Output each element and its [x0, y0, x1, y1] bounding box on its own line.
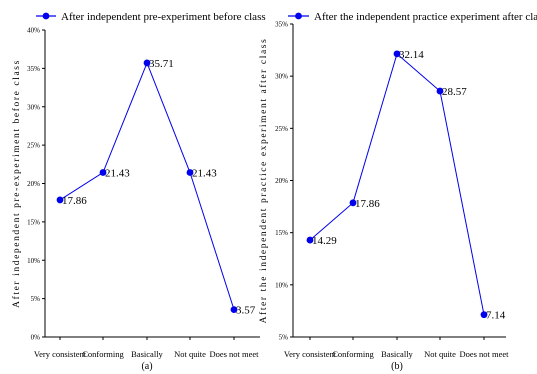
y-tick-label: 40%: [27, 27, 40, 35]
x-category-label: Basically: [131, 349, 163, 359]
x-category-label: Not quite: [424, 349, 456, 359]
data-point: [349, 199, 357, 207]
legend-label: After the independent practice experimen…: [314, 11, 537, 23]
y-tick-label: 0%: [31, 334, 41, 342]
panel-label: (b): [391, 361, 403, 372]
data-label: 14.29: [312, 235, 337, 247]
x-category-label: Conforming: [82, 349, 124, 359]
series-line: [59, 61, 235, 310]
data-point: [56, 196, 64, 204]
x-category-label: Very consistent: [34, 349, 87, 359]
data-label: 35.71: [149, 58, 174, 70]
panel-label: (a): [141, 361, 152, 372]
y-tick-label: 15%: [27, 218, 40, 226]
legend-marker: [295, 12, 302, 20]
data-label: 7.14: [486, 310, 506, 322]
y-tick-label: 35%: [27, 65, 40, 73]
data-point: [480, 311, 488, 319]
data-label: 32.14: [399, 49, 424, 61]
x-category-label: Basically: [381, 349, 413, 359]
data-label: 21.43: [192, 168, 217, 180]
data-point: [393, 50, 401, 58]
data-label: 28.57: [442, 86, 467, 98]
y-tick-label: 30%: [275, 73, 288, 81]
data-point: [186, 169, 194, 176]
y-tick-label: 20%: [275, 177, 288, 185]
y-axis-title: After independent pre-experiment before …: [11, 59, 22, 308]
data-label: 21.43: [105, 168, 130, 180]
x-category-label: Does not meet: [209, 349, 259, 359]
data-point: [306, 236, 314, 244]
data-label: 3.57: [236, 305, 256, 317]
x-category-label: Not quite: [174, 349, 206, 359]
y-tick-label: 5%: [31, 295, 41, 303]
y-tick-label: 25%: [275, 125, 288, 133]
data-label: 17.86: [62, 195, 87, 207]
y-axis-title: After the independent practice experimen…: [258, 38, 269, 324]
y-tick-label: 30%: [27, 103, 40, 111]
y-tick-label: 10%: [275, 281, 288, 289]
data-point: [99, 169, 107, 176]
y-tick-label: 10%: [27, 257, 40, 265]
x-category-label: Conforming: [332, 349, 374, 359]
legend-marker: [42, 12, 50, 20]
x-category-label: Very consistent: [284, 349, 337, 359]
x-category-label: Does not meet: [459, 349, 509, 359]
data-label: 17.86: [355, 198, 380, 210]
data-point: [143, 59, 151, 67]
y-tick-label: 25%: [27, 142, 40, 150]
y-tick-label: 20%: [27, 180, 40, 188]
legend-label: After independent pre-experiment before …: [61, 11, 266, 23]
y-tick-label: 5%: [279, 334, 289, 342]
data-point: [230, 306, 238, 314]
y-tick-label: 35%: [275, 21, 288, 29]
y-tick-label: 15%: [275, 229, 288, 237]
chart-panel-a: 0% 5% 10% 15% 20% 25% 30% 35% 40% Very consistent…: [11, 11, 266, 372]
data-point: [436, 87, 444, 95]
chart-panel-b: 5% 10% 15% 20% 25% 30% 35% Very consistentConfo…: [258, 11, 537, 372]
